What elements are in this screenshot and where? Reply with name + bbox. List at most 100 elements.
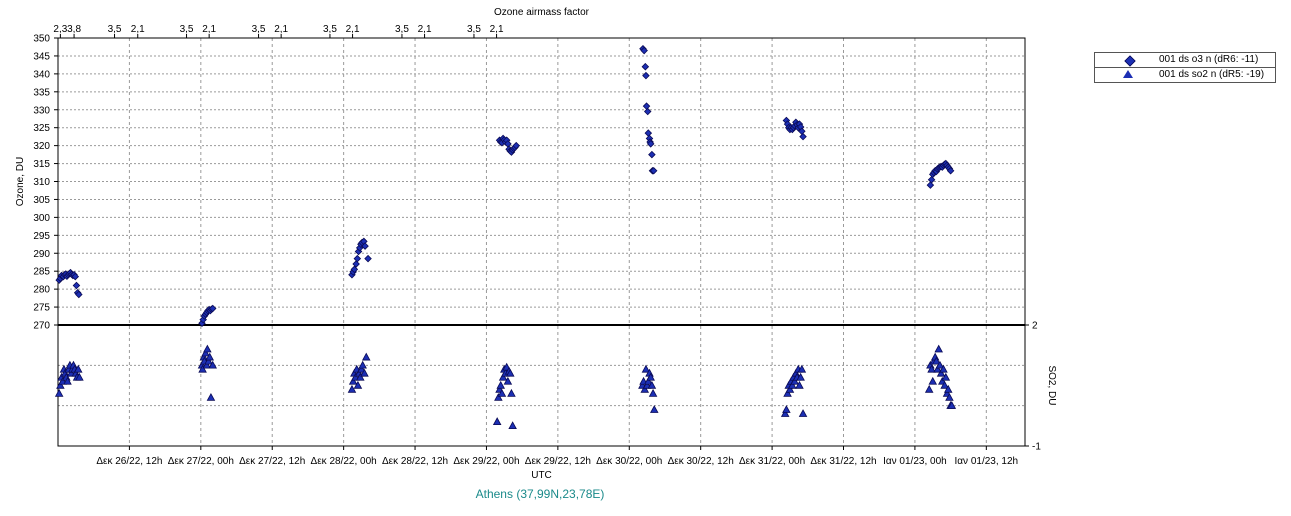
so2-point: [928, 376, 938, 385]
o3-point: [352, 260, 360, 268]
so2-point: [492, 417, 502, 425]
so2-point: [947, 401, 957, 409]
so2-point: [505, 368, 515, 377]
top-axis-label: 2,1: [418, 24, 432, 35]
top-axis-label: 2,1: [274, 24, 288, 35]
o3-point: [926, 181, 935, 189]
so2-point: [927, 364, 936, 373]
y-tick-label: 325: [33, 123, 50, 134]
so2-point: [507, 388, 516, 397]
so2-axis-title: SO2, DU: [1046, 365, 1057, 405]
o3-point: [643, 107, 652, 116]
o3-point: [644, 129, 653, 137]
so2-point: [204, 356, 213, 365]
top-axis-label: 3,5: [108, 24, 122, 35]
so2-point: [782, 405, 791, 413]
o3-point: [648, 150, 656, 159]
y-tick-label: 290: [33, 249, 50, 260]
y-tick-label: 285: [33, 267, 50, 278]
so2-point: [494, 392, 503, 401]
so2-point: [780, 409, 790, 417]
so2-point: [75, 372, 84, 381]
diamond-marker-icon: [1124, 55, 1136, 67]
top-axis-label: 2,1: [202, 24, 216, 35]
top-axis-title: Ozone airmass factor: [494, 7, 590, 18]
legend-item-so2: 001 ds so2 n (dR5: -19): [1095, 67, 1275, 82]
so2-point: [933, 364, 942, 373]
top-axis-label: 2,3: [53, 24, 67, 35]
x-tick-label: Δεκ 29/22, 12h: [525, 456, 591, 467]
y-tick-label: 315: [33, 159, 50, 170]
o3-point: [641, 62, 650, 71]
so2-point: [646, 372, 655, 381]
so2-point: [503, 376, 513, 385]
so2-point: [936, 368, 946, 377]
so2-point: [783, 388, 792, 397]
so2-tick-label: -1: [1032, 442, 1041, 453]
so2-point: [54, 388, 64, 397]
x-tick-label: Δεκ 30/22, 12h: [668, 456, 734, 467]
top-axis-label: 2,1: [131, 24, 145, 35]
o3-point: [799, 132, 807, 141]
legend: 001 ds o3 n (dR6: -11) 001 ds so2 n (dR5…: [1094, 52, 1276, 83]
so2-point: [205, 352, 215, 361]
so2-point: [934, 344, 943, 353]
so2-point: [935, 360, 945, 369]
station-location: Athens (37,99N,23,78E): [475, 487, 605, 501]
so2-point: [508, 421, 517, 430]
so2-point: [73, 364, 83, 373]
so2-point: [649, 405, 659, 413]
o3-point: [642, 71, 650, 80]
y-tick-label: 275: [33, 303, 50, 314]
so2-point: [941, 372, 951, 381]
so2-point: [201, 348, 210, 357]
o3-point: [642, 102, 651, 110]
so2-point: [940, 380, 949, 389]
so2-point: [647, 380, 657, 389]
y-tick-label: 320: [33, 141, 50, 152]
x-tick-label: Δεκ 27/22, 00h: [168, 456, 234, 467]
so2-point: [63, 376, 72, 385]
o3-point: [353, 254, 362, 263]
legend-label-o3: 001 ds o3 n (dR6: -11): [1159, 54, 1259, 65]
top-axis-label: 2,1: [490, 24, 504, 35]
so2-tick-label: 2: [1032, 321, 1038, 332]
o3-point: [946, 166, 955, 175]
so2-point: [640, 384, 650, 393]
o3-point: [646, 140, 655, 148]
y-tick-label: 280: [33, 285, 50, 296]
x-axis-title: UTC: [531, 470, 552, 481]
so2-point: [790, 376, 799, 385]
x-tick-label: Ιαν 01/23, 00h: [883, 456, 947, 467]
x-tick-label: Δεκ 30/22, 00h: [596, 456, 662, 467]
top-axis-label: 3,5: [323, 24, 337, 35]
o3-point: [364, 254, 372, 263]
top-axis-label: 3,5: [180, 24, 194, 35]
so2-point: [357, 364, 366, 373]
top-axis-label: 3,5: [467, 24, 481, 35]
y-axis-title: Ozone, DU: [15, 157, 26, 206]
o3-point: [927, 175, 936, 184]
so2-point: [356, 372, 365, 381]
o3-point: [75, 290, 83, 299]
so2-point: [795, 380, 804, 389]
so2-point: [358, 360, 367, 369]
top-axis-label: 2,1: [346, 24, 360, 35]
o3-point: [71, 272, 80, 281]
o3-point: [640, 46, 648, 55]
so2-point: [348, 376, 358, 385]
y-tick-label: 300: [33, 213, 50, 224]
legend-item-o3: 001 ds o3 n (dR6: -11): [1095, 53, 1275, 67]
x-tick-label: Δεκ 29/22, 00h: [453, 456, 519, 467]
so2-point: [943, 384, 953, 393]
x-tick-label: Ιαν 01/23, 12h: [955, 456, 1019, 467]
o3-point: [361, 242, 369, 250]
so2-point: [932, 356, 941, 365]
triangle-marker-icon: [1123, 70, 1133, 78]
y-tick-label: 345: [33, 51, 50, 62]
so2-point: [797, 364, 807, 373]
so2-point: [347, 384, 357, 393]
so2-point: [498, 372, 508, 381]
o3-point: [72, 281, 81, 290]
